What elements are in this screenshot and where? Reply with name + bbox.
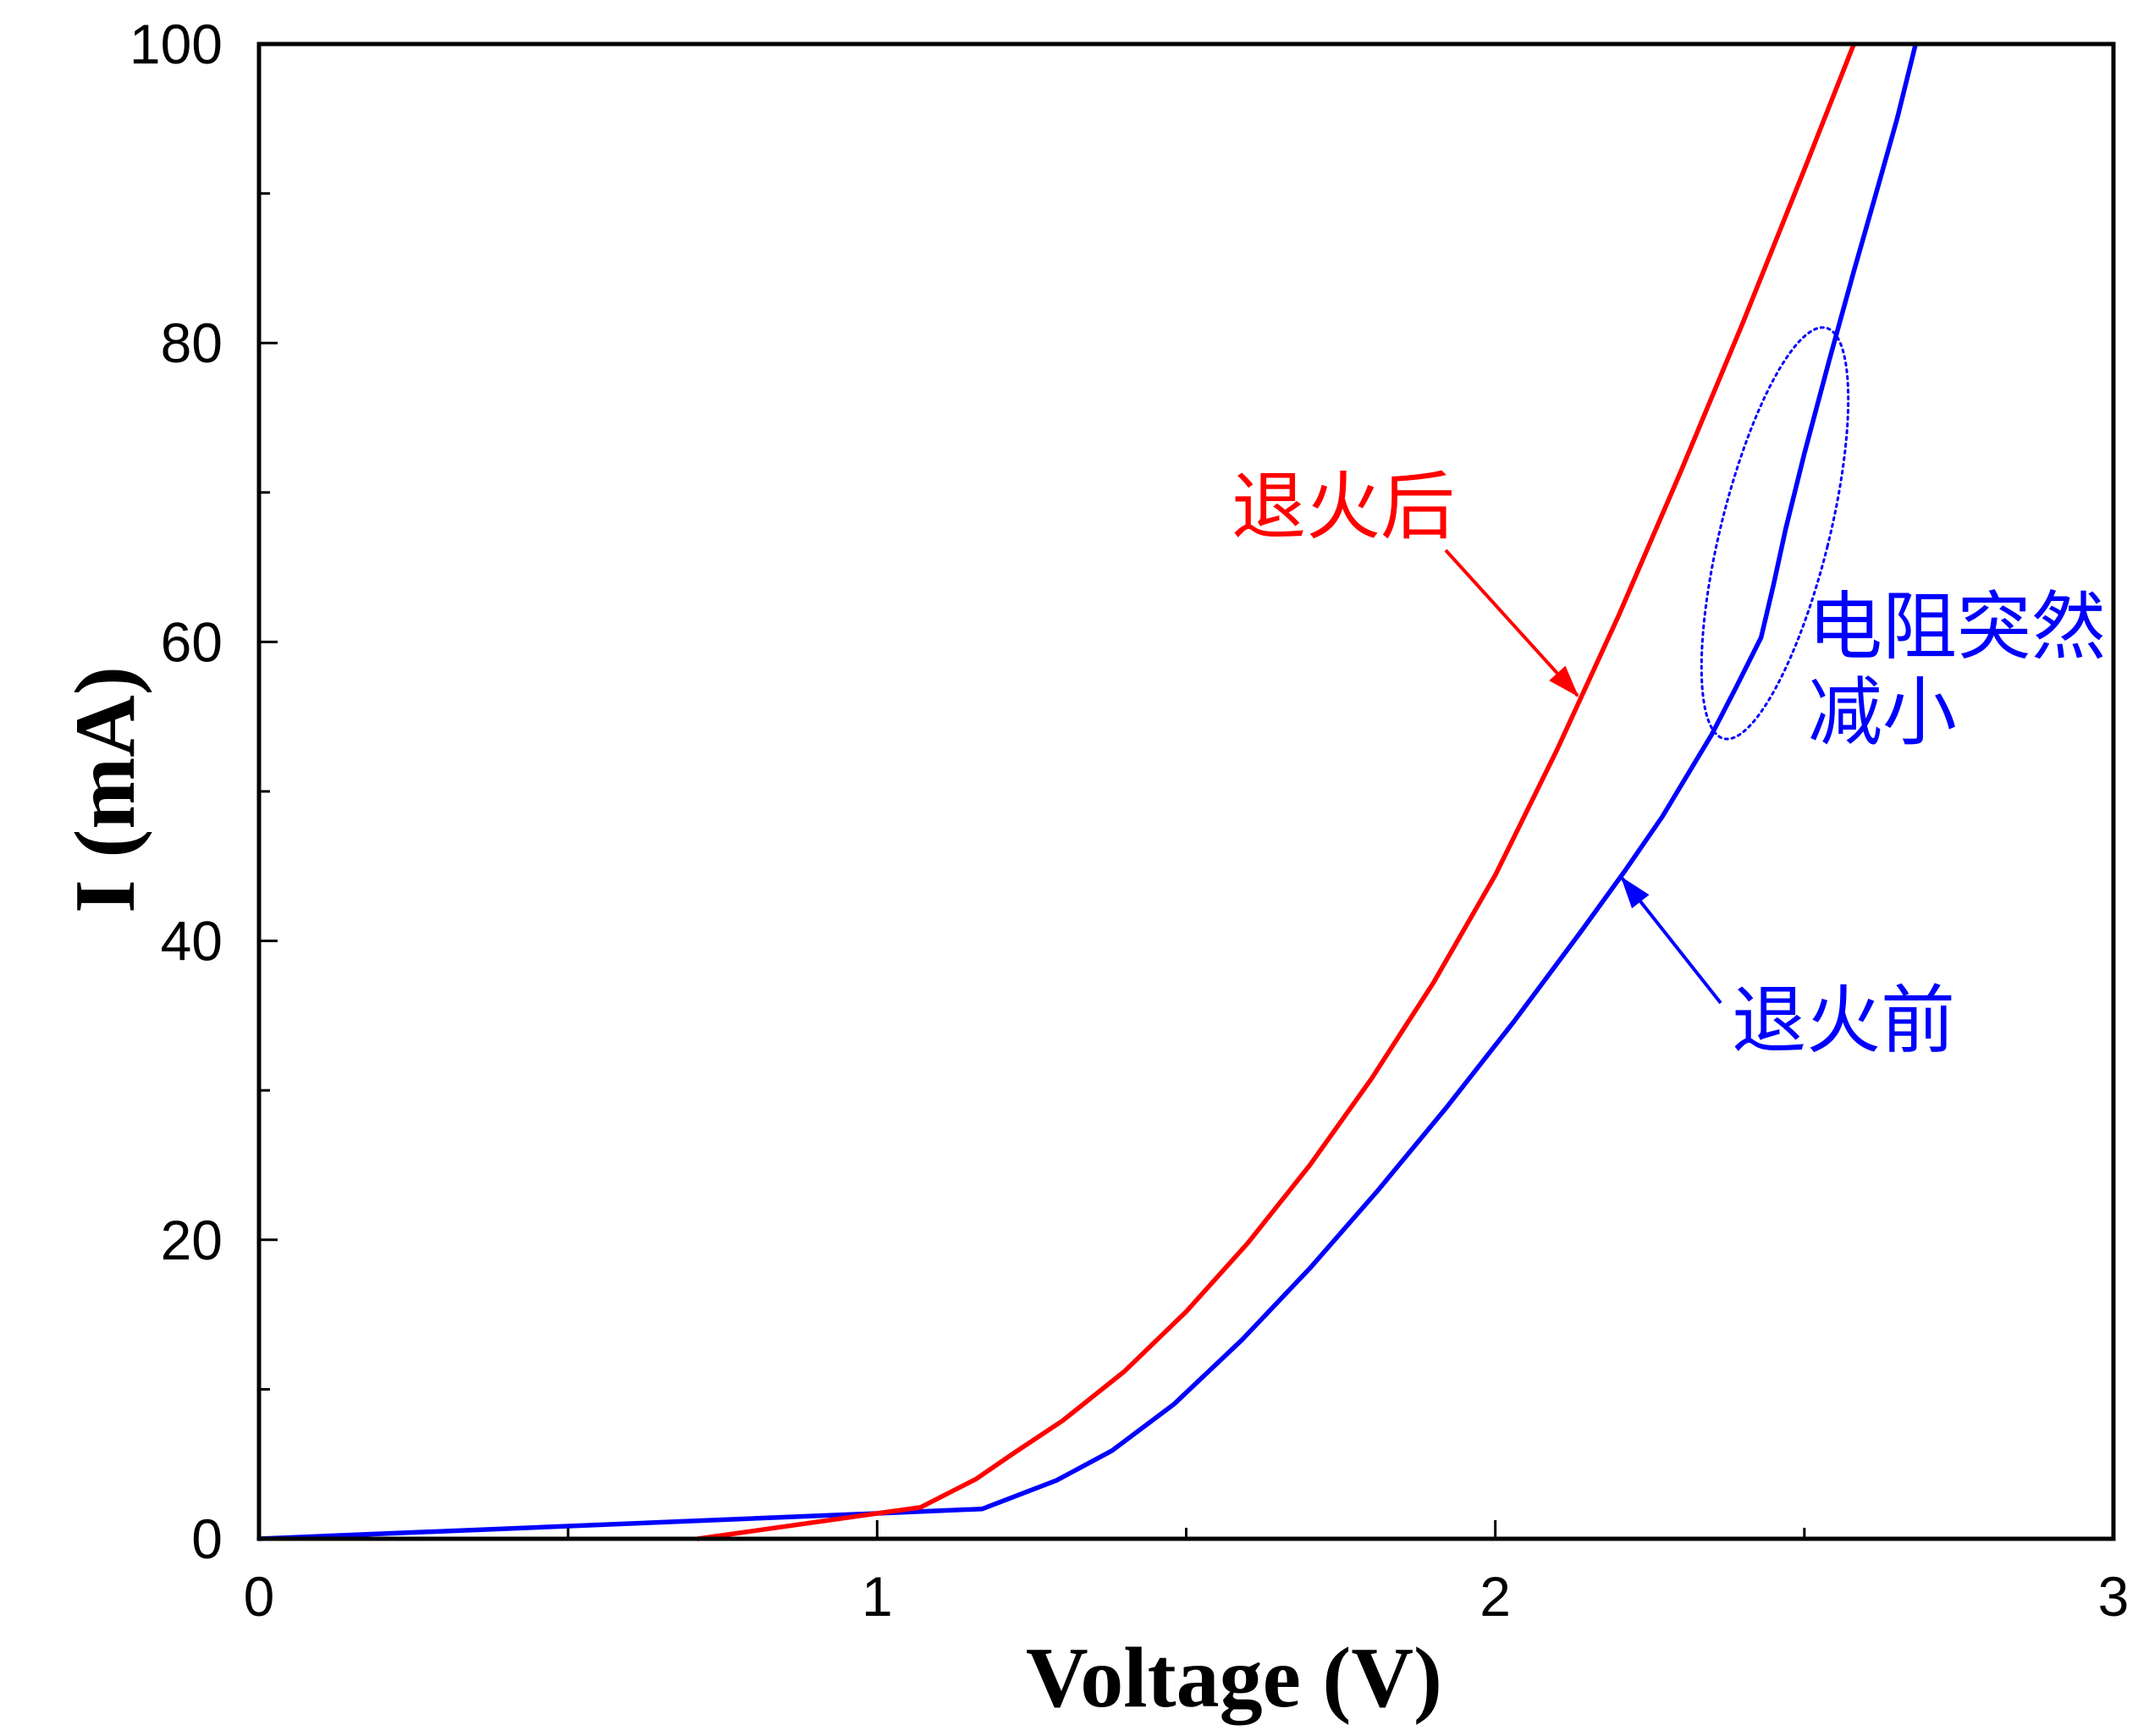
y-tick-label: 100 (129, 13, 223, 75)
y-axis-title: I (mA) (58, 666, 153, 913)
y-tick-label: 0 (191, 1507, 223, 1570)
series-label-after-annealing: 退火后 (1232, 463, 1455, 550)
x-tick-label: 3 (2098, 1565, 2130, 1628)
annotation-arrow-after-annealing (1444, 548, 1579, 697)
y-tick-label: 40 (161, 910, 223, 973)
series-line-before-annealing (256, 41, 1919, 1541)
y-tick-label: 60 (161, 610, 223, 673)
x-axis-title: Voltage (V) (1026, 1630, 1442, 1726)
series-layer (256, 41, 1919, 1541)
axis-ticks: 0 20 40 60 80 100 0 1 2 3 (129, 13, 2129, 1628)
series-line-after-annealing (695, 41, 1857, 1541)
annotation-text-line: 减小 (1808, 669, 1957, 756)
y-tick-label: 20 (161, 1209, 223, 1271)
y-tick-label: 80 (161, 311, 223, 374)
x-tick-label: 2 (1480, 1565, 1511, 1628)
series-label-before-annealing: 退火前 (1732, 977, 1955, 1064)
plot-frame (256, 41, 2116, 1541)
annotation-arrow-before-annealing (1620, 876, 1722, 1005)
x-tick-label: 0 (244, 1565, 275, 1628)
highlight-ellipse (1700, 326, 1850, 741)
annotation-text-line: 电阻突然 (1808, 583, 2106, 670)
x-tick-label: 1 (862, 1565, 893, 1628)
